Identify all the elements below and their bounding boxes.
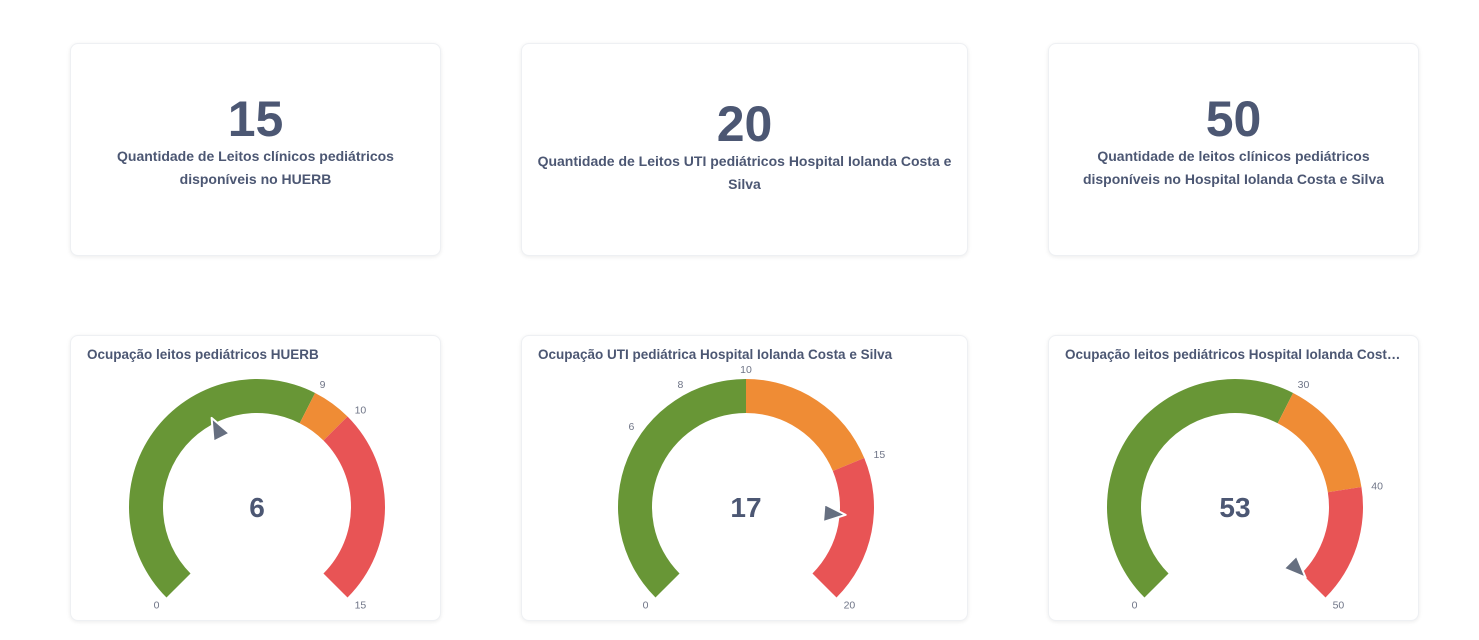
scalar-label: Quantidade de leitos clínicos pediátrico… bbox=[1082, 147, 1385, 187]
gauge-tick-label: 0 bbox=[154, 600, 160, 612]
gauge-center-value: 53 bbox=[1219, 492, 1250, 523]
scalar-card-iolanda-uti-beds[interactable]: 20 Quantidade de Leitos UTI pediátricos … bbox=[521, 43, 968, 256]
gauge-pointer bbox=[1282, 554, 1307, 579]
gauge-segment bbox=[129, 379, 316, 598]
gauge-segment bbox=[323, 416, 385, 598]
gauge-tick-label: 9 bbox=[320, 379, 326, 391]
scalar-card-huerb-clinical-beds[interactable]: 15 Quantidade de Leitos clínicos pediátr… bbox=[70, 43, 441, 256]
gauge-tick-label: 0 bbox=[1132, 600, 1138, 612]
gauge-tick-label: 8 bbox=[678, 379, 684, 391]
gauge-card-iolanda-clinical-occupancy[interactable]: Ocupação leitos pediátricos Hospital Iol… bbox=[1048, 335, 1419, 621]
gauge-chart: 0 6 8 10 15 20 17 bbox=[618, 364, 885, 612]
gauge-chart: 0 9 10 15 6 bbox=[129, 379, 385, 612]
gauge-tick-label: 0 bbox=[643, 600, 649, 612]
gauge-tick-label: 15 bbox=[873, 449, 885, 461]
gauge-tick-label: 50 bbox=[1333, 600, 1345, 612]
gauge-tick-label: 15 bbox=[355, 600, 367, 612]
gauge-chart: 0 30 40 50 53 bbox=[1107, 379, 1383, 612]
scalar-label: Quantidade de Leitos clínicos pediátrico… bbox=[117, 147, 394, 187]
gauge-tick-label: 30 bbox=[1298, 379, 1310, 391]
gauge-segment bbox=[618, 379, 746, 598]
gauge-segment bbox=[299, 392, 348, 441]
gauge-segment bbox=[1107, 379, 1294, 598]
scalar-label: Quantidade de Leitos UTI pediátricos Hos… bbox=[537, 152, 952, 192]
gauge-segment bbox=[812, 458, 874, 598]
gauge-center-value: 6 bbox=[249, 492, 265, 523]
gauge-tick-label: 20 bbox=[844, 600, 856, 612]
gauge-segment bbox=[1277, 392, 1362, 493]
gauge-card-huerb-occupancy[interactable]: Ocupação leitos pediátricos HUERB 0 9 10 15… bbox=[70, 335, 441, 621]
scalar-value: 20 bbox=[716, 95, 773, 152]
gauge-pointer bbox=[210, 416, 231, 443]
gauge-segment bbox=[1301, 486, 1363, 598]
gauge-pointer bbox=[822, 503, 847, 524]
gauge-segment bbox=[746, 379, 865, 472]
scalar-value: 50 bbox=[1205, 90, 1262, 147]
gauge-tick-label: 6 bbox=[629, 421, 635, 433]
gauge-tick-label: 10 bbox=[355, 404, 367, 416]
gauge-center-value: 17 bbox=[730, 492, 761, 523]
gauge-tick-label: 10 bbox=[740, 364, 752, 376]
scalar-value: 15 bbox=[227, 90, 284, 147]
scalar-card-iolanda-clinical-beds[interactable]: 50 Quantidade de leitos clínicos pediátr… bbox=[1048, 43, 1419, 256]
gauge-card-iolanda-uti-occupancy[interactable]: Ocupação UTI pediátrica Hospital Iolanda… bbox=[521, 335, 968, 621]
gauge-tick-label: 40 bbox=[1371, 480, 1383, 492]
